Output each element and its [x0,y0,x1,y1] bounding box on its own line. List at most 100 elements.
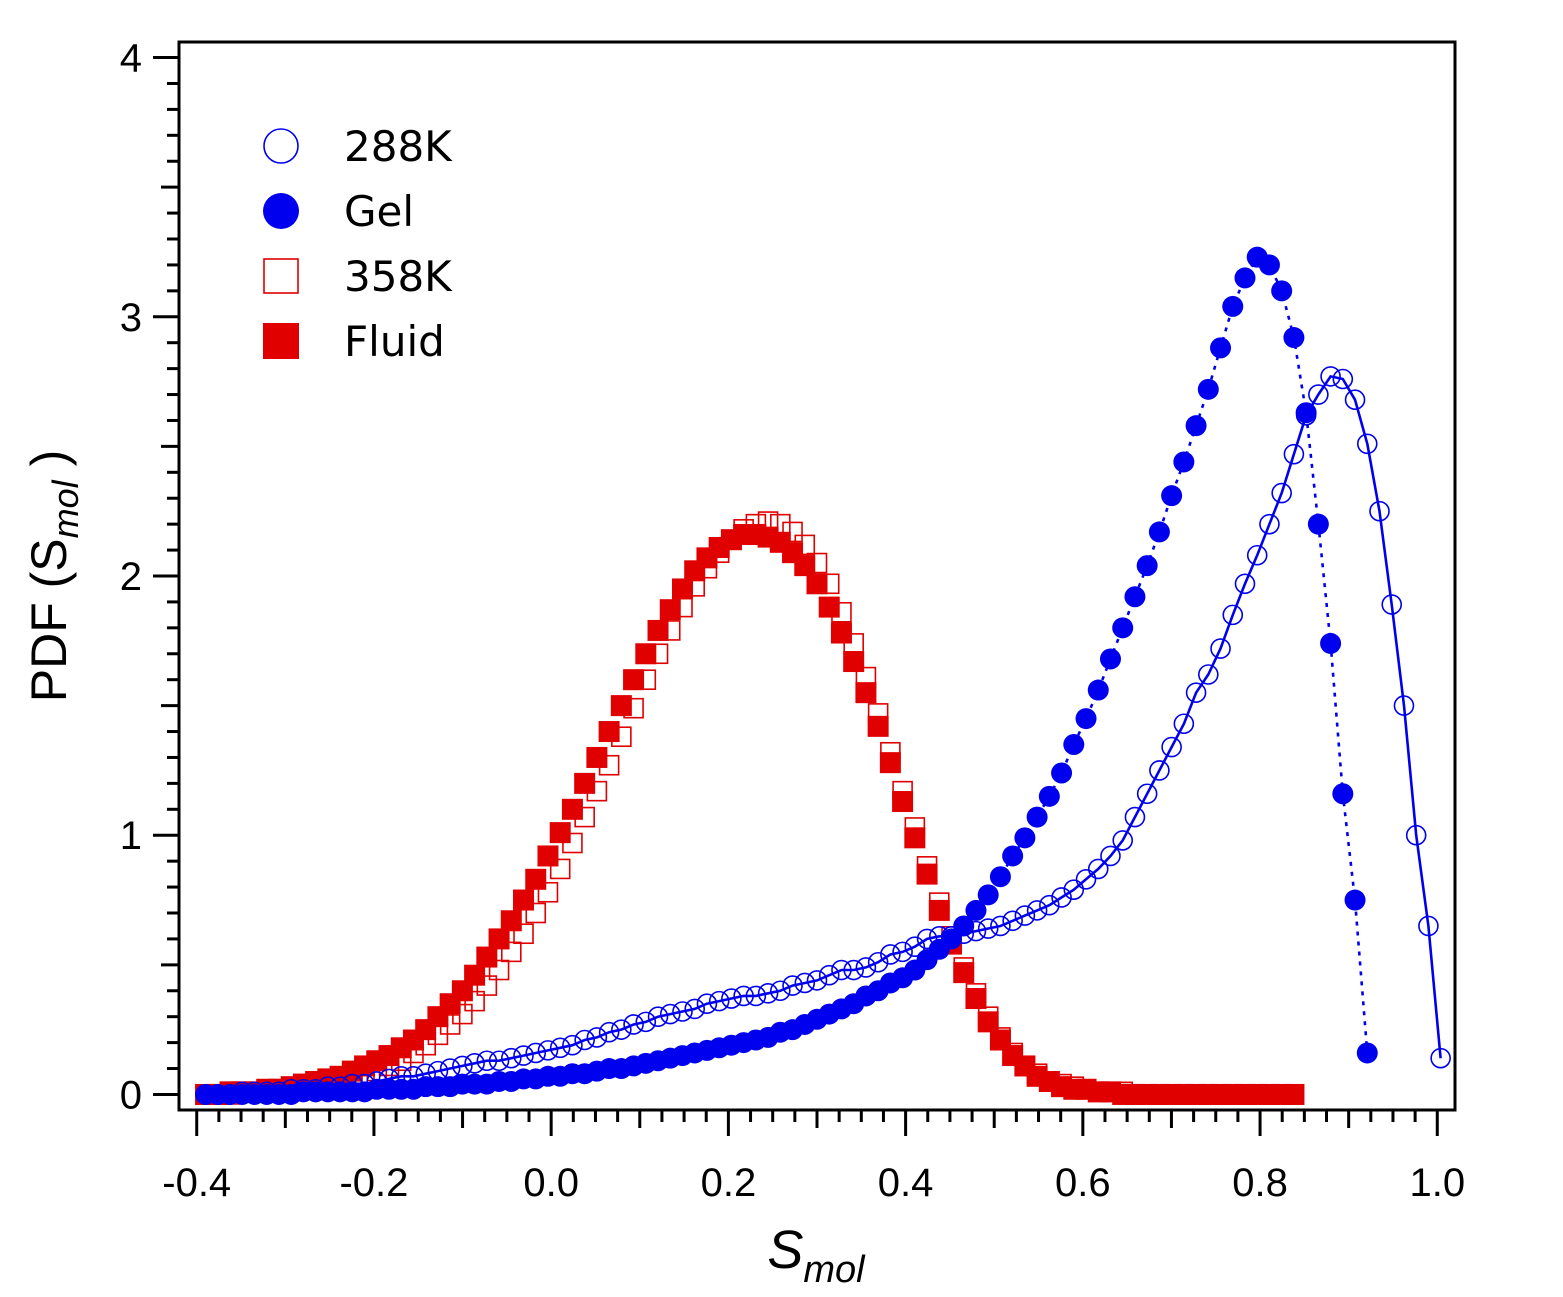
point-fluid-56 [879,752,901,774]
point-fluid-52 [830,622,852,644]
point-fluid-24 [488,928,510,950]
point-288k-54 [855,957,877,978]
point-fluid-33 [598,721,620,743]
point-288k-76 [1124,806,1146,828]
legend-entry-fluid: Fluid [263,317,445,366]
point-288k-41 [696,993,718,1015]
series-288k [195,366,1451,1105]
point-288k-69 [1039,894,1060,916]
point-gel-67 [1014,827,1036,849]
point-288k-36 [635,1011,657,1033]
point-288k-101 [1430,1047,1451,1069]
legend-label-fluid: Fluid [344,317,445,366]
point-288k-79 [1161,736,1182,758]
point-288k-80 [1173,713,1195,735]
point-gel-95 [1356,1042,1378,1064]
legend-marker-288k [263,128,299,164]
point-288k-67 [1014,905,1036,926]
point-288k-31 [574,1029,595,1051]
point-gel-78 [1148,521,1170,543]
point-288k-71 [1063,879,1085,900]
legend-entry-gel: Gel [263,187,414,236]
point-288k-77 [1136,783,1158,805]
point-gel-82 [1197,378,1219,400]
point-288k-37 [647,1006,669,1027]
point-gel-77 [1136,555,1158,577]
point-gel-94 [1344,889,1366,911]
point-fluid-27 [525,868,547,890]
point-gel-74 [1099,648,1121,670]
point-288k-72 [1075,868,1097,890]
point-288k-99 [1405,824,1427,846]
point-288k-55 [867,951,889,973]
point-gel-68 [1026,806,1048,828]
point-fluid-29 [549,822,571,844]
point-gel-70 [1051,762,1073,784]
y-tick-label-0: 0 [120,1073,142,1117]
series-line-gel [205,255,1369,1096]
point-gel-92 [1320,632,1342,654]
point-fluid-54 [855,682,877,704]
point-gel-80 [1173,451,1195,473]
point-288k-43 [721,988,742,1009]
series-gel [195,246,1378,1105]
point-fluid-23 [476,946,498,968]
point-fluid-38 [659,599,681,621]
legend-label-gel: Gel [344,187,414,236]
point-fluid-26 [513,889,535,911]
point-358k-24 [488,959,510,981]
point-358k-25 [500,941,522,963]
point-fluid-63 [965,988,987,1010]
point-288k-84 [1222,604,1244,626]
point-288k-96 [1369,500,1390,522]
point-288k-94 [1344,389,1366,411]
point-288k-23 [476,1050,498,1072]
point-fluid-32 [586,746,608,768]
point-288k-30 [562,1034,583,1056]
point-fluid-25 [500,910,522,932]
point-358k-28 [537,881,559,903]
y-tick-label-4: 4 [120,37,142,81]
series-fluid [195,524,1305,1105]
legend-marker-fluid [263,323,299,359]
plot-area [195,246,1451,1105]
legend-entry-358k: 358K [263,252,453,301]
point-288k-100 [1418,915,1439,937]
point-288k-68 [1026,900,1048,921]
point-288k-25 [500,1047,522,1069]
point-fluid-50 [806,573,828,595]
x-axis-title-base: S [767,1220,803,1280]
point-288k-93 [1332,368,1354,390]
point-fluid-57 [892,791,914,813]
point-288k-98 [1393,695,1415,716]
point-288k-49 [794,972,816,994]
point-288k-83 [1210,638,1231,659]
point-fluid-58 [904,827,926,849]
point-288k-22 [464,1053,485,1074]
point-288k-87 [1259,513,1280,535]
legend-label-288k: 288K [344,122,453,171]
axes: -0.4 -0.2 0.0 0.2 0.4 0.6 0.8 1.0 0 1 2 3 4 [120,37,1465,1205]
point-fluid-37 [647,619,669,641]
point-288k-88 [1271,482,1292,504]
point-288k-58 [904,936,926,957]
x-axis-title: Smol [767,1220,866,1291]
point-288k-40 [684,998,706,1020]
point-288k-44 [733,985,754,1007]
point-fluid-22 [464,964,486,986]
point-358k-29 [549,858,571,880]
point-288k-45 [745,985,767,1007]
point-gel-88 [1271,280,1293,302]
point-fluid-35 [623,669,645,691]
point-fluid-30 [561,798,583,820]
x-tick-label-5: 0.6 [1055,1161,1111,1205]
point-288k-24 [488,1050,510,1072]
point-288k-50 [806,970,828,991]
point-fluid-31 [574,772,596,794]
point-288k-46 [757,983,779,1004]
point-fluid-49 [794,555,816,577]
point-fluid-64 [977,1011,999,1033]
point-gel-81 [1185,415,1207,437]
x-tick-label-7: 1.0 [1409,1161,1465,1205]
